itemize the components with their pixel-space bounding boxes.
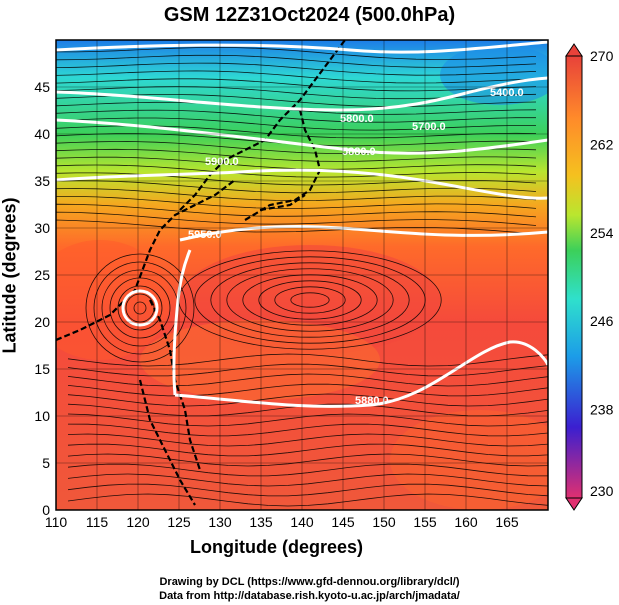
- streamline: [56, 62, 537, 76]
- credit-line-2: Data from http://database.rish.kyoto-u.a…: [159, 590, 460, 602]
- streamline: [67, 463, 548, 477]
- streamline: [56, 164, 537, 178]
- streamline: [56, 54, 537, 68]
- x-tick-label: 110: [45, 514, 68, 530]
- streamline: [67, 393, 548, 407]
- streamline: [258, 280, 362, 320]
- streamline: [67, 433, 548, 447]
- streamline: [101, 269, 179, 347]
- x-tick-label: 120: [126, 514, 150, 530]
- credit-line-1: Drawing by DCL (https://www.gfd-dennou.o…: [159, 576, 460, 588]
- streamline: [85, 253, 195, 363]
- y-tick-label: 5: [42, 455, 50, 471]
- streamline: [56, 46, 537, 60]
- x-tick-label: 115: [86, 514, 109, 530]
- streamline: [67, 363, 548, 377]
- streamline: [93, 261, 187, 355]
- colorbar-tick-label: 254: [590, 225, 614, 241]
- y-tick-label: 45: [34, 79, 50, 95]
- streamline: [56, 70, 537, 84]
- streamline: [226, 268, 394, 332]
- streamline: [67, 443, 548, 457]
- streamline: [56, 125, 537, 139]
- y-tick-labels: 0 5 10 15 20 25 30 35 40 45: [34, 79, 50, 518]
- streamline: [56, 196, 537, 209]
- streamline: [56, 141, 537, 155]
- plot-frame: [55, 39, 549, 511]
- cyclone-contour: [121, 289, 159, 327]
- height-contours: [56, 40, 548, 408]
- y-axis-label: Latitude (degrees): [0, 197, 20, 354]
- streamline: [56, 188, 537, 202]
- x-tick-label: 130: [208, 514, 232, 530]
- streamline: [67, 473, 548, 487]
- streamline: [56, 180, 537, 194]
- colorbar-tick-label: 238: [590, 402, 614, 418]
- y-tick-label: 0: [42, 502, 50, 518]
- wind-streamlines: [56, 46, 548, 507]
- svg-text:5700.0: 5700.0: [412, 121, 446, 133]
- streamline: [67, 353, 548, 367]
- streamline: [56, 172, 537, 186]
- y-tick-label: 25: [34, 267, 50, 283]
- svg-text:5800.0: 5800.0: [340, 113, 374, 125]
- chart-title: GSM 12Z31Oct2024 (500.0hPa): [163, 4, 456, 26]
- x-tick-label: 135: [249, 514, 273, 530]
- streamline: [67, 423, 548, 437]
- streamline: [56, 78, 537, 92]
- x-tick-label: 125: [167, 514, 191, 530]
- svg-text:5880.0: 5880.0: [342, 146, 376, 158]
- svg-text:5880.0: 5880.0: [355, 395, 389, 407]
- x-tick-label: 140: [290, 514, 314, 530]
- streamline: [67, 383, 548, 397]
- colorbar-tick-label: 270: [590, 48, 614, 64]
- streamline: [67, 483, 548, 497]
- svg-text:5900.0: 5900.0: [205, 156, 239, 168]
- streamline: [56, 117, 537, 131]
- x-tick-label: 165: [495, 514, 519, 530]
- streamline: [56, 156, 537, 170]
- streamline: [133, 301, 147, 315]
- y-tick-label: 20: [34, 314, 50, 330]
- colorbar-tick-label: 246: [590, 313, 614, 329]
- contour-labels: 5400.0 5700.0 5800.0 5880.0 5900.0 5950.…: [188, 87, 524, 407]
- streamline: [125, 293, 155, 323]
- streamline: [67, 373, 548, 387]
- colorbar-tick-label: 230: [590, 483, 614, 499]
- streamline: [117, 285, 163, 331]
- streamline: [290, 292, 330, 308]
- streamline: [56, 109, 536, 123]
- streamline: [56, 211, 537, 226]
- streamline: [274, 286, 346, 314]
- x-tick-label: 150: [372, 514, 396, 530]
- streamline: [56, 203, 537, 218]
- x-tick-label: 160: [454, 514, 478, 530]
- streamline: [210, 262, 410, 338]
- y-tick-label: 40: [34, 126, 50, 142]
- x-tick-label: 155: [413, 514, 437, 530]
- streamline: [109, 277, 171, 339]
- streamline: [56, 148, 537, 162]
- streamline: [67, 413, 548, 427]
- x-tick-labels: 110 115 120 125 130 135 140 145 150 155 160 165: [45, 514, 519, 530]
- streamline: [67, 493, 548, 507]
- y-tick-label: 15: [34, 361, 50, 377]
- colorbar: 270 262 254 246 238 230: [565, 43, 614, 511]
- svg-text:5950.0: 5950.0: [188, 229, 222, 241]
- y-tick-label: 10: [34, 408, 50, 424]
- x-tick-label: 145: [331, 514, 355, 530]
- y-tick-label: 30: [34, 220, 50, 236]
- colorbar-tick-label: 262: [590, 136, 614, 152]
- x-axis-label: Longitude (degrees): [190, 537, 364, 557]
- streamline: [194, 256, 426, 344]
- streamline: [242, 274, 378, 326]
- y-tick-label: 35: [34, 173, 50, 189]
